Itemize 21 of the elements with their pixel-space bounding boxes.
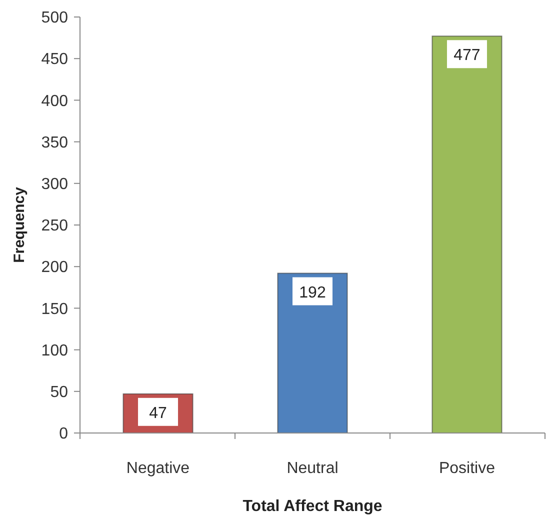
y-tick-label: 100 xyxy=(41,342,68,360)
data-label: 477 xyxy=(454,47,480,64)
y-tick-label: 300 xyxy=(41,176,68,193)
y-tick-label: 0 xyxy=(59,426,68,443)
bar xyxy=(277,272,348,434)
x-tick-label: Neutral xyxy=(286,460,338,477)
y-tick-label: 500 xyxy=(41,10,68,27)
x-axis-title: Total Affect Range xyxy=(242,498,382,515)
x-tick-label: Positive xyxy=(438,460,496,477)
y-tick-label: 50 xyxy=(50,384,68,401)
bar xyxy=(432,36,502,434)
y-tick-label: 400 xyxy=(41,92,68,110)
y-tick-label: 150 xyxy=(41,300,68,318)
y-tick-label: 200 xyxy=(41,259,68,276)
y-tick-label: 350 xyxy=(41,134,68,152)
x-tick-label: Negative xyxy=(126,460,190,477)
y-tick-label: 450 xyxy=(41,51,68,68)
data-label: 47 xyxy=(149,404,168,422)
y-tick-label: 250 xyxy=(41,218,68,235)
data-label: 192 xyxy=(299,284,326,302)
y-axis-title: Frequency xyxy=(11,186,28,263)
